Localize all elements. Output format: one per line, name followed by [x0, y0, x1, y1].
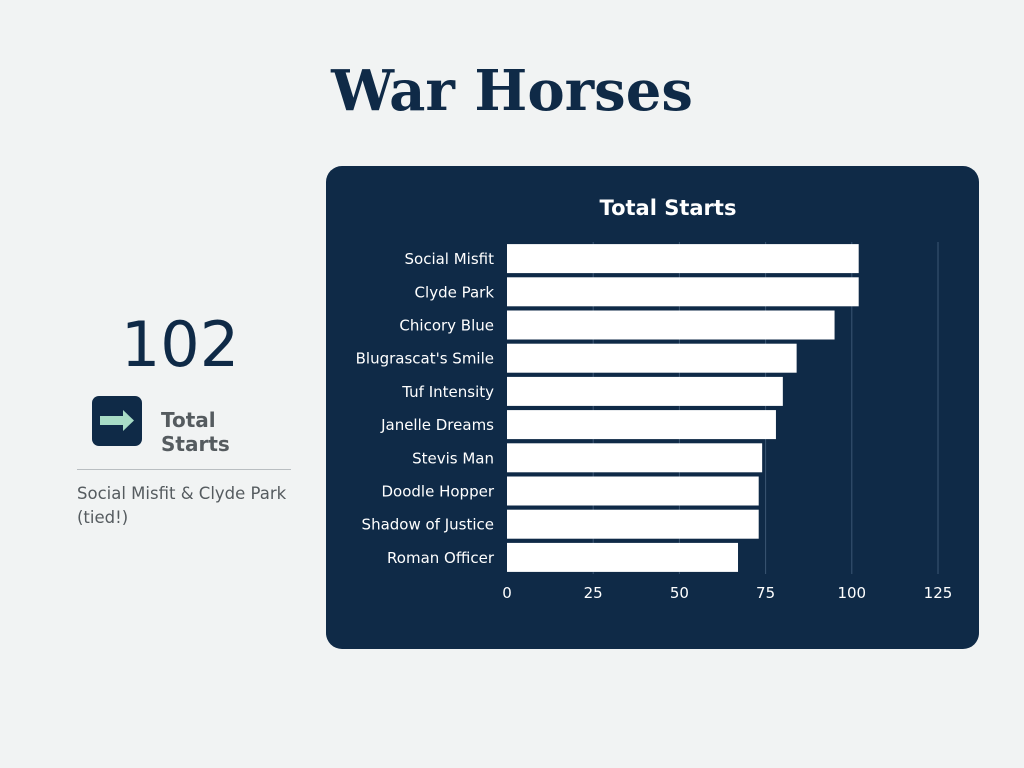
- bars: [507, 244, 859, 572]
- category-label: Janelle Dreams: [380, 416, 494, 434]
- chart-title: Total Starts: [600, 196, 737, 220]
- category-label: Chicory Blue: [399, 317, 494, 335]
- x-tick-label: 0: [502, 584, 512, 602]
- bar: [507, 343, 797, 373]
- stat-value: 102: [120, 308, 240, 381]
- x-tick-label: 100: [837, 584, 866, 602]
- category-label: Doodle Hopper: [382, 483, 495, 501]
- bar: [507, 443, 763, 473]
- x-axis-ticks: 0 25 50 75 100 125: [502, 584, 952, 602]
- category-labels: Social Misfit Clyde Park Chicory Blue Blugr…: [356, 250, 495, 567]
- stat-label: Total Starts: [161, 408, 230, 456]
- stat-icon-box: [92, 396, 142, 446]
- page-title: War Horses: [331, 58, 693, 124]
- category-label: Clyde Park: [415, 283, 495, 301]
- bar: [507, 542, 739, 572]
- chart-card: Total Starts Social Misfit Clyde Park Chic…: [326, 166, 979, 649]
- x-tick-label: 75: [756, 584, 775, 602]
- bar: [507, 244, 859, 274]
- bar-chart: Total Starts Social Misfit Clyde Park Chic…: [356, 196, 953, 602]
- category-label: Social Misfit: [405, 250, 495, 268]
- stat-note: Social Misfit & Clyde Park (tied!): [77, 484, 287, 527]
- stat-divider: [77, 469, 291, 470]
- bar: [507, 310, 835, 340]
- bar: [507, 509, 759, 539]
- x-tick-label: 25: [584, 584, 603, 602]
- x-tick-label: 125: [924, 584, 953, 602]
- category-label: Tuf Intensity: [401, 383, 494, 401]
- category-label: Blugrascat's Smile: [356, 350, 494, 368]
- bar: [507, 277, 859, 307]
- bar: [507, 410, 776, 440]
- x-tick-label: 50: [670, 584, 689, 602]
- category-label: Shadow of Justice: [362, 516, 494, 534]
- arrow-right-icon: [100, 410, 134, 431]
- category-label: Stevis Man: [412, 449, 494, 467]
- bar: [507, 376, 783, 406]
- category-label: Roman Officer: [387, 549, 495, 567]
- bar: [507, 476, 759, 506]
